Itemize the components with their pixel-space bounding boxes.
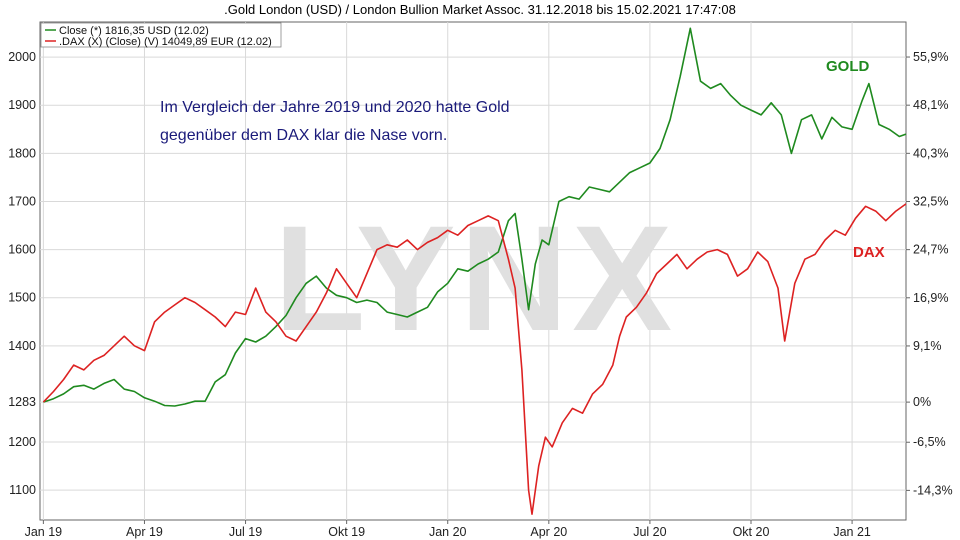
grid-lines <box>40 22 906 520</box>
y-right-tick-label: 40,3% <box>913 146 948 160</box>
legend-entry-dax: .DAX (X) (Close) (V) 14049,89 EUR (12.02… <box>59 36 272 48</box>
y-left-tick-label: 2000 <box>8 50 36 64</box>
series-line-dax <box>42 203 907 515</box>
x-tick-label: Jan 20 <box>429 525 467 539</box>
y-left-tick-label: 1900 <box>8 98 36 112</box>
y-left-tick-label: 1200 <box>8 435 36 449</box>
y-axis-left: 1100 1200 1283 1400 1500 1600 1700 1800 1900 2000 <box>8 50 36 497</box>
legend-box <box>40 22 282 48</box>
series-label-dax: DAX <box>853 244 885 261</box>
y-right-tick-label: -6,5% <box>913 435 946 449</box>
x-tick-label: Apr 19 <box>126 525 163 539</box>
x-tick-label: Okt 20 <box>733 525 770 539</box>
y-right-tick-label: 9,1% <box>913 339 942 353</box>
x-tick-label: Okt 19 <box>328 525 365 539</box>
x-tick-label: Jan 19 <box>25 525 63 539</box>
y-right-tick-label: 48,1% <box>913 98 948 112</box>
y-left-tick-label: 1800 <box>8 146 36 160</box>
y-right-tick-label: -14,3% <box>913 483 953 497</box>
y-right-tick-label: 55,9% <box>913 50 948 64</box>
y-left-tick-label: 1600 <box>8 243 36 257</box>
y-left-tick-label: 1700 <box>8 194 36 208</box>
y-axis-right: -14,3% -6,5% 0% 9,1% 16,9% 24,7% 32,5% 40,3% 48,… <box>906 50 953 497</box>
y-left-tick-label: 1400 <box>8 339 36 353</box>
y-right-tick-label: 24,7% <box>913 243 948 257</box>
y-left-tick-label: 1283 <box>8 395 36 409</box>
x-tick-label: Jan 21 <box>833 525 871 539</box>
annotation-line-2: gegenüber dem DAX klar die Nase vorn. <box>160 127 447 144</box>
legend-entry-gold: Close (*) 1816,35 USD (12.02) <box>59 25 209 37</box>
y-right-tick-label: 32,5% <box>913 194 948 208</box>
legend: Close (*) 1816,35 USD (12.02) .DAX (X) (… <box>40 22 282 48</box>
lynx-watermark: LYNX <box>274 194 676 362</box>
x-tick-label: Apr 20 <box>530 525 567 539</box>
series-line-gold <box>43 27 907 407</box>
y-left-tick-label: 1100 <box>9 483 36 497</box>
x-tick-label: Jul 19 <box>229 525 262 539</box>
series-lines <box>42 27 907 515</box>
chart-title: .Gold London (USD) / London Bullion Mark… <box>224 2 736 17</box>
y-right-tick-label: 16,9% <box>913 291 948 305</box>
y-left-tick-label: 1500 <box>8 291 36 305</box>
annotation-line-1: Im Vergleich der Jahre 2019 und 2020 hat… <box>160 99 510 116</box>
series-label-gold: GOLD <box>826 58 869 75</box>
x-axis: Jan 19 Apr 19 Jul 19 Okt 19 Jan 20 Apr 20 Jul … <box>25 520 871 539</box>
y-right-tick-label: 0% <box>913 395 931 409</box>
x-tick-label: Jul 20 <box>633 525 666 539</box>
